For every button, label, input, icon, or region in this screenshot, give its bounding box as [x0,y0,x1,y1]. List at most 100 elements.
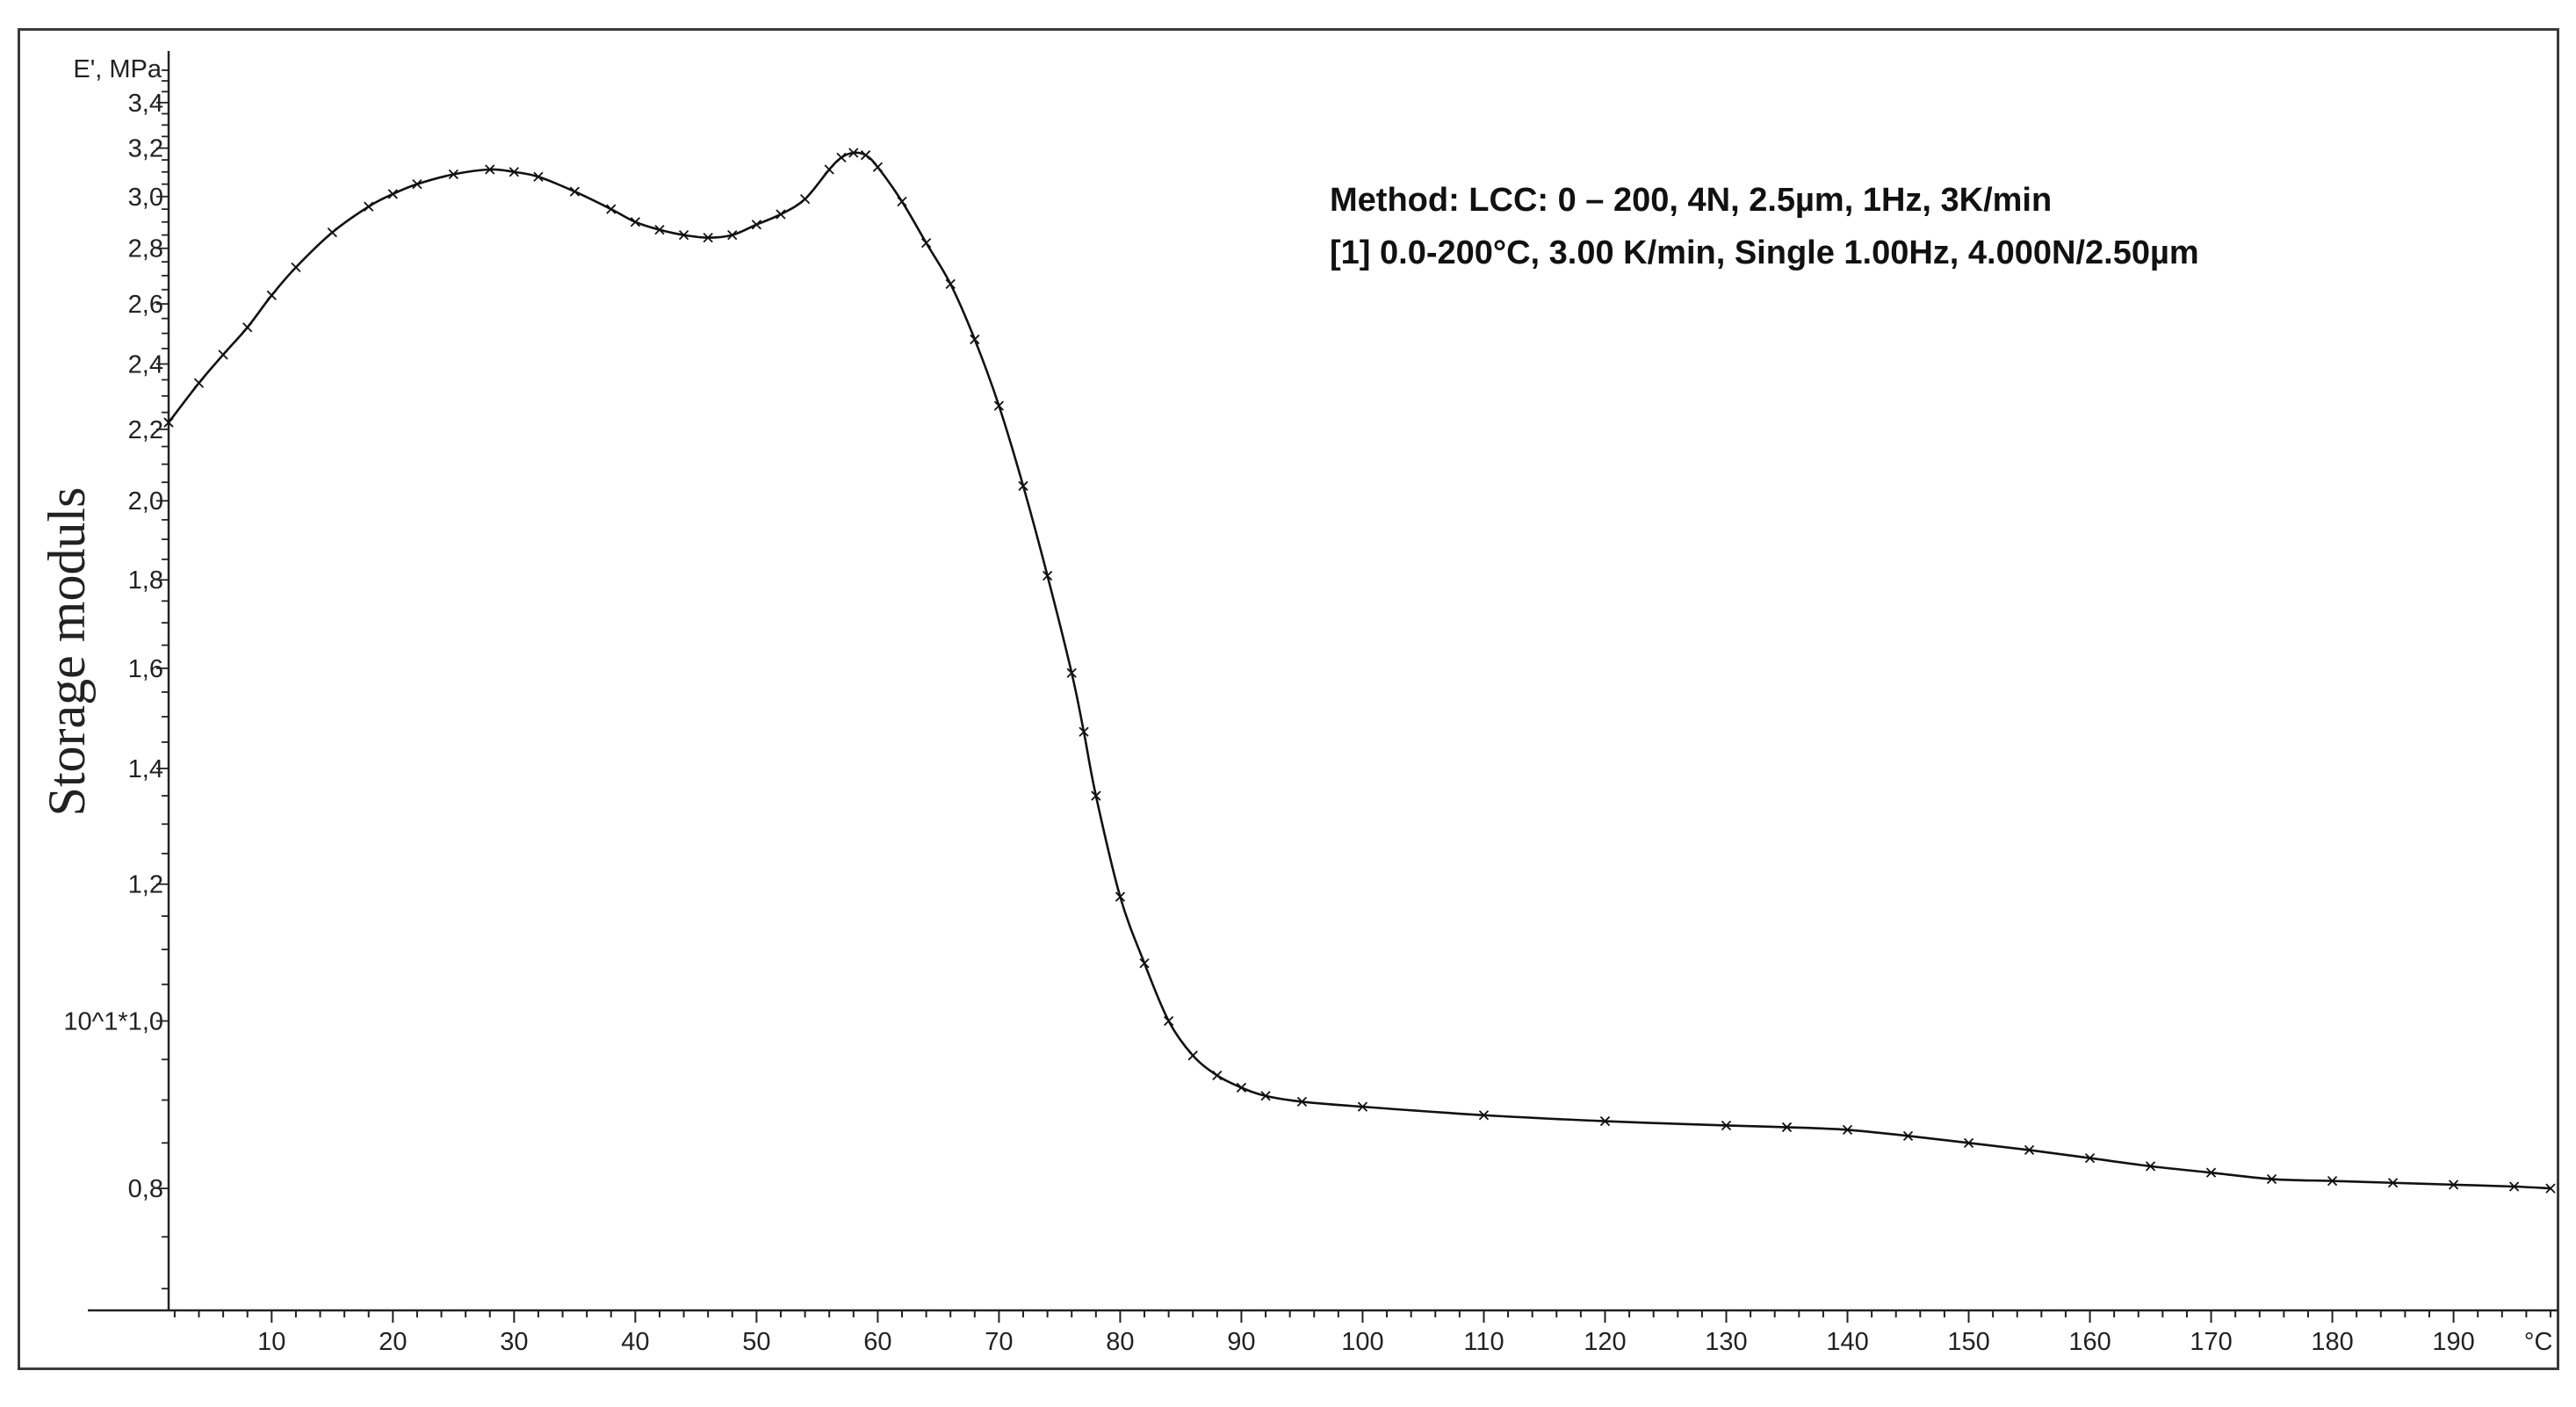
x-unit-label: °C [2524,1328,2553,1356]
data-point-marker [1781,1122,1793,1133]
data-point-marker [1236,1082,1247,1093]
data-point-marker [920,238,932,249]
x-tick-label: 40 [621,1328,649,1356]
data-point-marker [1091,790,1101,801]
data-point-marker [1296,1096,1308,1108]
data-point-marker [776,209,786,220]
y-tick-label: 0,8 [128,1175,163,1203]
data-point-marker [1212,1070,1223,1081]
x-tick-label: 70 [985,1328,1013,1356]
data-point-marker [836,152,847,163]
data-point-marker [2387,1178,2399,1188]
chart-frame [18,28,2559,1370]
data-point-marker [218,350,228,360]
y-tick-label: 2,4 [128,350,163,379]
data-point-marker [533,171,544,182]
data-point-marker [242,322,253,333]
data-point-marker [606,204,617,214]
data-point-marker [751,220,762,230]
y-unit-label: E', MPa [73,55,162,83]
data-point-marker [1963,1137,1974,1148]
data-point-marker [727,229,738,241]
y-tick-label: 2,6 [128,291,163,319]
data-point-marker [1139,958,1150,969]
data-point-marker [2545,1183,2556,1194]
y-tick-label: 10^1*1,0 [63,1007,163,1035]
method-annotation: [1] 0.0-200°C, 3.00 K/min, Single 1.00Hz… [1330,234,2199,271]
x-tick-label: 50 [742,1328,770,1356]
data-point-marker [193,378,205,388]
method-annotation: Method: LCC: 0 – 200, 4N, 2.5µm, 1Hz, 3K… [1330,182,2052,219]
data-point-marker [509,167,519,177]
data-point-marker [1902,1130,1914,1141]
data-point-marker [824,164,834,175]
x-tick-label: 90 [1227,1328,1255,1356]
data-point-marker [799,193,811,205]
y-tick-label: 1,8 [128,566,163,595]
data-point-marker [1066,667,1077,678]
data-point-marker [2084,1152,2096,1164]
data-point-marker [993,400,1005,411]
x-tick-label: 160 [2068,1328,2111,1356]
y-tick-label: 1,4 [128,755,163,783]
data-point-marker [1187,1050,1198,1061]
x-tick-label: 140 [1826,1328,1868,1356]
x-tick-label: 150 [1947,1328,1989,1356]
storage-modulus-curve [167,151,2551,1190]
data-point-marker [654,224,665,235]
data-point-marker [163,417,174,428]
data-point-marker [860,150,871,161]
data-point-marker [364,201,374,212]
data-point-marker [1079,726,1089,737]
data-point-marker [1842,1124,1853,1136]
y-tick-label: 1,6 [128,655,163,683]
data-point-marker [2024,1144,2035,1156]
data-point-marker [1599,1115,1611,1127]
data-point-marker [1042,570,1053,581]
y-tick-label: 1,2 [128,871,163,899]
x-tick-label: 130 [1705,1328,1747,1356]
data-point-marker [1478,1110,1490,1121]
y-tick-label: 2,2 [128,416,163,444]
data-point-marker [2448,1180,2459,1190]
data-point-marker [1357,1101,1368,1112]
data-point-marker [872,162,884,172]
data-point-marker [569,186,580,197]
x-tick-label: 120 [1584,1328,1626,1356]
y-tick-label: 2,0 [128,487,163,516]
data-point-marker [1260,1091,1271,1101]
y-axis-title: Storage moduls [38,487,96,817]
data-point-marker [2205,1167,2217,1178]
data-point-marker [1018,480,1028,491]
data-point-marker [1163,1015,1174,1027]
data-point-marker [1721,1120,1732,1131]
data-point-marker [970,334,980,345]
data-point-marker [2327,1176,2338,1187]
x-tick-label: 20 [379,1328,407,1356]
data-point-marker [485,164,495,175]
x-tick-label: 100 [1341,1328,1383,1356]
data-point-marker [412,179,422,190]
data-point-marker [945,278,956,289]
y-tick-label: 3,2 [128,135,163,163]
data-point-marker [266,290,277,300]
data-point-marker [678,229,689,241]
x-tick-label: 170 [2190,1328,2232,1356]
data-point-marker [1115,891,1126,902]
y-tick-label: 2,8 [128,235,163,263]
data-point-marker [630,217,640,227]
x-tick-label: 80 [1106,1328,1134,1356]
data-point-marker [291,262,301,273]
x-tick-label: 10 [257,1328,285,1356]
x-tick-label: 30 [500,1328,528,1356]
data-point-marker [897,196,907,207]
data-point-marker [448,169,458,180]
data-point-marker [848,148,859,158]
x-tick-label: 180 [2311,1328,2353,1356]
data-point-marker [2508,1181,2520,1192]
data-point-marker [387,189,398,199]
data-point-marker [703,232,713,243]
data-point-marker [327,227,337,238]
y-tick-label: 3,4 [128,90,163,118]
